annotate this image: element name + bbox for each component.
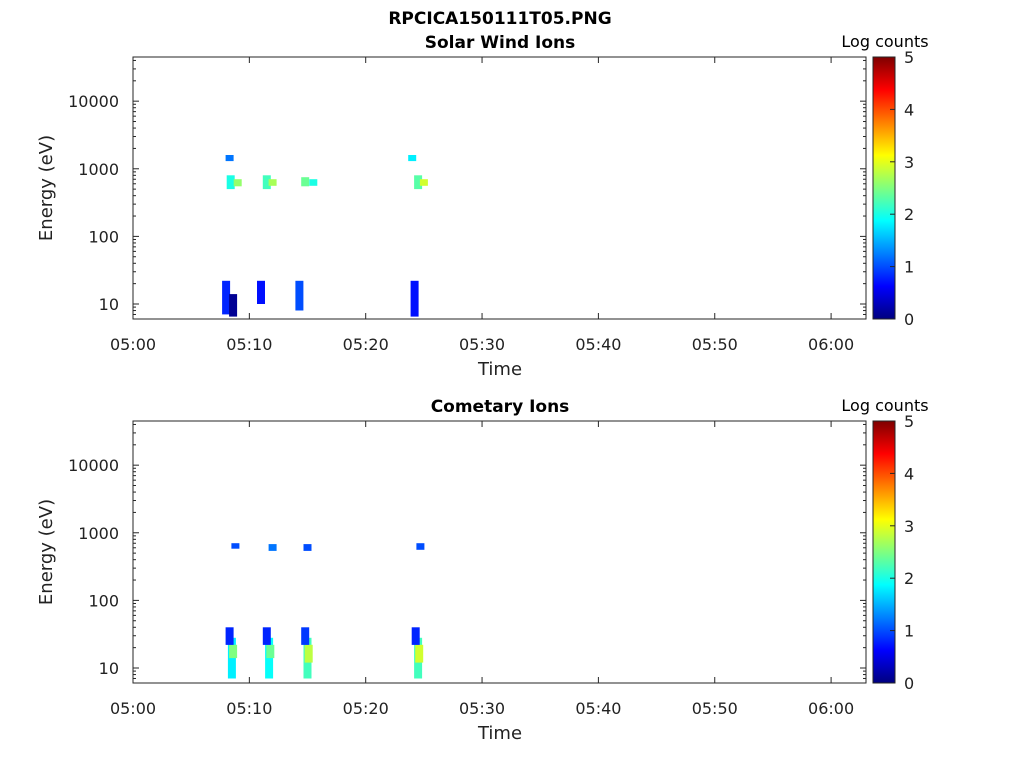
panel-title: Cometary Ions <box>431 397 570 417</box>
heatmap-cell <box>268 179 277 186</box>
colorbar-label: Log counts <box>841 396 928 415</box>
x-axis-label: Time <box>477 723 522 744</box>
heatmap-cell <box>266 644 275 659</box>
heatmap-cell <box>301 627 310 645</box>
heatmap-cell <box>301 177 310 187</box>
x-tick-label: 05:10 <box>226 335 272 354</box>
heatmap-cell <box>295 280 304 311</box>
heatmap-cell <box>225 155 234 162</box>
heatmap-cells <box>222 155 428 317</box>
y-tick-label: 1000 <box>78 160 119 179</box>
heatmap-cell <box>411 627 420 645</box>
colorbar-label: Log counts <box>841 32 928 51</box>
y-ticks: 10 100 1000 10000 <box>68 423 866 684</box>
colorbar-scale <box>872 420 896 684</box>
colorbar-tick-label: 3 <box>904 517 914 536</box>
figure-title: RPCICA150111T05.PNG <box>388 9 611 29</box>
y-tick-label: 1000 <box>78 524 119 543</box>
cometary-ions-panel: Cometary Ions Time Energy (eV) Log count… <box>36 396 929 744</box>
x-tick-label: 05:30 <box>459 699 505 718</box>
y-ticks: 10 100 1000 10000 <box>68 59 866 320</box>
heatmap-cell <box>229 644 238 659</box>
heatmap-cell <box>408 155 417 162</box>
x-tick-label: 05:50 <box>692 699 738 718</box>
heatmap-cell <box>410 280 419 317</box>
colorbar-tick-label: 2 <box>904 569 914 588</box>
plot-frame <box>132 420 867 684</box>
heatmap-cell <box>268 544 277 551</box>
x-tick-label: 05:50 <box>692 335 738 354</box>
heatmap-cell <box>229 294 238 317</box>
plot-frame <box>132 56 867 320</box>
heatmap-cell <box>227 637 236 679</box>
y-axis-label: Energy (eV) <box>36 135 57 241</box>
x-tick-label: 05:30 <box>459 335 505 354</box>
colorbar: 0 1 2 3 4 5 <box>872 48 914 329</box>
heatmap-cell <box>265 637 274 679</box>
colorbar-tick-label: 5 <box>904 412 914 431</box>
x-ticks: 05:00 05:10 05:20 05:30 05:40 05:50 06:00 <box>110 57 854 354</box>
y-tick-label: 10 <box>99 659 119 678</box>
x-tick-label: 06:00 <box>808 699 854 718</box>
colorbar-tick-label: 2 <box>904 205 914 224</box>
colorbar-tick-label: 4 <box>904 100 914 119</box>
heatmap-cell <box>416 543 425 550</box>
heatmap-cell <box>309 179 318 186</box>
x-tick-label: 05:40 <box>575 699 621 718</box>
heatmap-cell <box>225 627 234 645</box>
y-tick-label: 10 <box>99 295 119 314</box>
x-tick-label: 05:20 <box>343 699 389 718</box>
colorbar-tick-label: 3 <box>904 153 914 172</box>
x-axis-label: Time <box>477 359 522 380</box>
x-tick-label: 05:00 <box>110 699 156 718</box>
x-ticks: 05:00 05:10 05:20 05:30 05:40 05:50 06:00 <box>110 421 854 718</box>
y-axis-label: Energy (eV) <box>36 499 57 605</box>
heatmap-cell <box>222 280 231 315</box>
heatmap-cell <box>414 175 423 190</box>
y-tick-label: 10000 <box>68 92 119 111</box>
heatmap-cell <box>231 543 240 549</box>
y-tick-label: 100 <box>88 227 119 246</box>
heatmap-cell <box>233 179 242 187</box>
y-tick-label: 10000 <box>68 456 119 475</box>
heatmap-cell <box>304 644 313 663</box>
heatmap-cells <box>225 543 425 679</box>
panel-title: Solar Wind Ions <box>425 33 576 53</box>
x-tick-label: 05:10 <box>226 699 272 718</box>
colorbar-tick-label: 0 <box>904 674 914 693</box>
y-tick-label: 100 <box>88 591 119 610</box>
x-tick-label: 06:00 <box>808 335 854 354</box>
colorbar: 0 1 2 3 4 5 <box>872 412 914 693</box>
heatmap-cell <box>257 280 265 304</box>
heatmap-cell <box>262 175 271 190</box>
heatmap-cell <box>262 627 271 645</box>
solar-wind-ions-panel: Solar Wind Ions Time Energy (eV) Log cou… <box>36 32 929 380</box>
colorbar-tick-label: 0 <box>904 310 914 329</box>
colorbar-scale <box>872 56 896 320</box>
heatmap-cell <box>415 644 424 663</box>
x-tick-label: 05:20 <box>343 335 389 354</box>
heatmap-cell <box>303 544 312 551</box>
colorbar-tick-label: 1 <box>904 258 914 277</box>
x-tick-label: 05:40 <box>575 335 621 354</box>
colorbar-tick-label: 5 <box>904 48 914 67</box>
colorbar-tick-label: 4 <box>904 464 914 483</box>
colorbar-tick-label: 1 <box>904 622 914 641</box>
x-tick-label: 05:00 <box>110 335 156 354</box>
heatmap-cell <box>226 175 235 190</box>
heatmap-cell <box>419 179 428 186</box>
